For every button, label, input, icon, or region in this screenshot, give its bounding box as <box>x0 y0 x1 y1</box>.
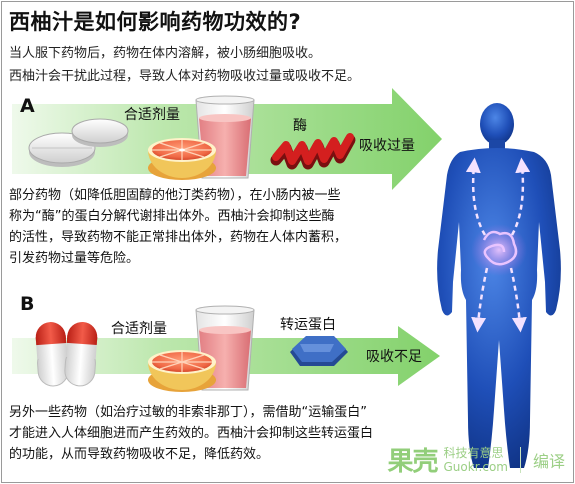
guokr-site-info: 科技有意思 Guokr.com <box>444 446 508 474</box>
tablets-icon <box>28 118 129 167</box>
guokr-logo: 果壳 <box>387 447 438 477</box>
enzyme-icon <box>270 133 356 170</box>
translated-tag: 编译 <box>532 451 565 471</box>
human-body-figure <box>437 103 561 468</box>
section-a-result-label: 吸收过量 <box>359 138 415 154</box>
page-title: 西柚汁是如何影响药物功效的? <box>9 10 302 34</box>
guokr-url: Guokr.com <box>443 459 508 474</box>
section-b-paragraph-line: 另外一些药物（如治疗过敏的非索非那丁），需借助“运输蛋白” <box>9 405 367 420</box>
intro-line-2: 西柚汁会干扰此过程，导致人体对药物吸收过量或吸收不足。 <box>9 69 361 84</box>
section-a-paragraph-line: 的活性，导致药物不能正常排出体外，药物在人体内蓄积， <box>9 230 348 245</box>
capsules-icon <box>35 321 98 387</box>
section-b-letter: B <box>20 293 35 315</box>
guokr-slogan: 科技有意思 <box>443 445 504 460</box>
section-a-dose-label: 合适剂量 <box>124 107 180 123</box>
section-b-dose-label: 合适剂量 <box>111 321 167 337</box>
section-b-result-label: 吸收不足 <box>366 349 422 365</box>
intro-line-1: 当人服下药物后，药物在体内溶解，被小肠细胞吸收。 <box>9 46 322 61</box>
section-b-paragraph: 另外一些药物（如治疗过敏的非索非那丁），需借助“运输蛋白” 才能进入人体细胞进而… <box>9 402 424 465</box>
section-b-paragraph-line: 的功能，从而导致药物吸收不足，降低药效。 <box>9 447 270 462</box>
grapefruit-icon <box>148 138 216 180</box>
watermark-divider <box>519 446 521 473</box>
section-a-paragraph: 部分药物（如降低胆固醇的他汀类药物），在小肠内被一些 称为“酶”的蛋白分解代谢排… <box>9 185 424 269</box>
enzyme-label: 酶 <box>293 118 307 134</box>
section-a-letter: A <box>20 95 35 117</box>
transporter-label: 转运蛋白 <box>280 317 336 333</box>
transporter-protein-icon <box>290 336 348 366</box>
guokr-watermark: 果壳 科技有意思 Guokr.com 编译 <box>387 441 565 478</box>
grapefruit-icon-b <box>148 350 216 392</box>
section-a-paragraph-line: 引发药物过量等危险。 <box>9 251 140 266</box>
section-b-paragraph-line: 才能进入人体细胞进而产生药效的。西柚汁会抑制这些转运蛋白 <box>9 426 374 441</box>
section-a-paragraph-line: 称为“酶”的蛋白分解代谢排出体外。西柚汁会抑制这些酶 <box>9 209 335 224</box>
section-a-paragraph-line: 部分药物（如降低胆固醇的他汀类药物），在小肠内被一些 <box>9 188 341 203</box>
